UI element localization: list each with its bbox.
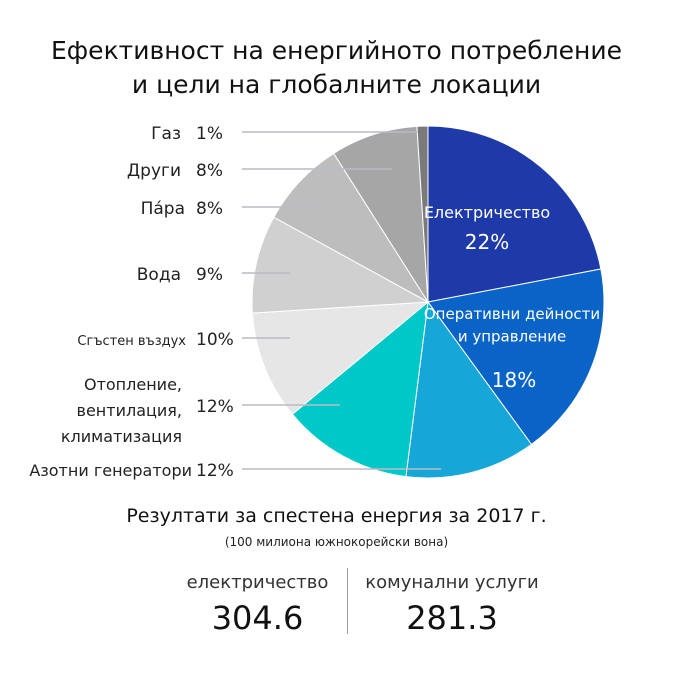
pie-slice-отопление-вентилация-климатизация xyxy=(291,300,429,478)
pie-slice-други xyxy=(332,125,429,303)
slice-pct-сгъстен-въздух: 10% xyxy=(196,330,234,350)
stat-electricity: електричество 304.6 xyxy=(170,572,345,637)
pie-chart: Електричество 22% Оперативни дейности и упр… xyxy=(29,124,605,481)
pie-slice-газ xyxy=(416,125,429,303)
chart-title-line-1: Ефективност на енергийното потребление xyxy=(51,36,622,65)
slice-pct-отопление-вентилация-климатизация: 12% xyxy=(196,397,234,417)
slice-pct-газ: 1% xyxy=(196,124,223,144)
slice-pct-азотни-генератори: 12% xyxy=(196,461,234,481)
slice-label-отопление-вентилация-климатизация: Отопление, вентилация, климатизация xyxy=(61,375,182,446)
pie-slice-оперативни-дейности-и-управление xyxy=(427,268,605,446)
stat-utilities: комунални услуги 281.3 xyxy=(352,572,552,637)
slice-pct-electricity: 22% xyxy=(465,230,509,254)
pie-slice-па-ра xyxy=(273,152,429,303)
slice-pct-други: 8% xyxy=(196,161,223,181)
results-title: Резултати за спестена енергия за 2017 г. xyxy=(126,505,547,527)
pie-slice-сгъстен-въздух xyxy=(251,301,430,415)
slice-label-други: Други xyxy=(127,161,181,181)
slice-label-азотни-генератори: Азотни генератори xyxy=(29,461,192,480)
slice-label-вода: Вода xyxy=(137,265,181,285)
slice-pct-operations: 18% xyxy=(492,368,536,392)
stat-utilities-label: комунални услуги xyxy=(365,572,539,593)
slice-label-газ: Газ xyxy=(151,124,181,144)
stat-electricity-label: електричество xyxy=(186,572,329,593)
pie-slice-електричество xyxy=(427,125,602,303)
pie-slice-вода xyxy=(251,216,430,314)
slice-pct-па-ра: 8% xyxy=(196,199,223,219)
chart-title: Ефективност на енергийното потребление и… xyxy=(0,34,673,102)
stat-divider xyxy=(347,568,348,634)
slice-label-сгъстен-въздух: Сгъстен въздух xyxy=(77,334,186,349)
chart-title-line-2: и цели на глобалните локации xyxy=(131,70,542,99)
stat-electricity-value: 304.6 xyxy=(211,599,304,637)
slice-label-electricity: Електричество xyxy=(424,203,550,222)
slice-label-operations: Оперативни дейности и управление xyxy=(424,305,600,346)
pie-slice-азотни-генератори xyxy=(405,300,533,479)
slice-label-па-ра: Па́ра xyxy=(141,199,185,219)
slice-pct-вода: 9% xyxy=(196,265,223,285)
stat-utilities-value: 281.3 xyxy=(406,599,498,637)
results-subtitle: (100 милиона южнокорейски вона) xyxy=(224,535,449,549)
